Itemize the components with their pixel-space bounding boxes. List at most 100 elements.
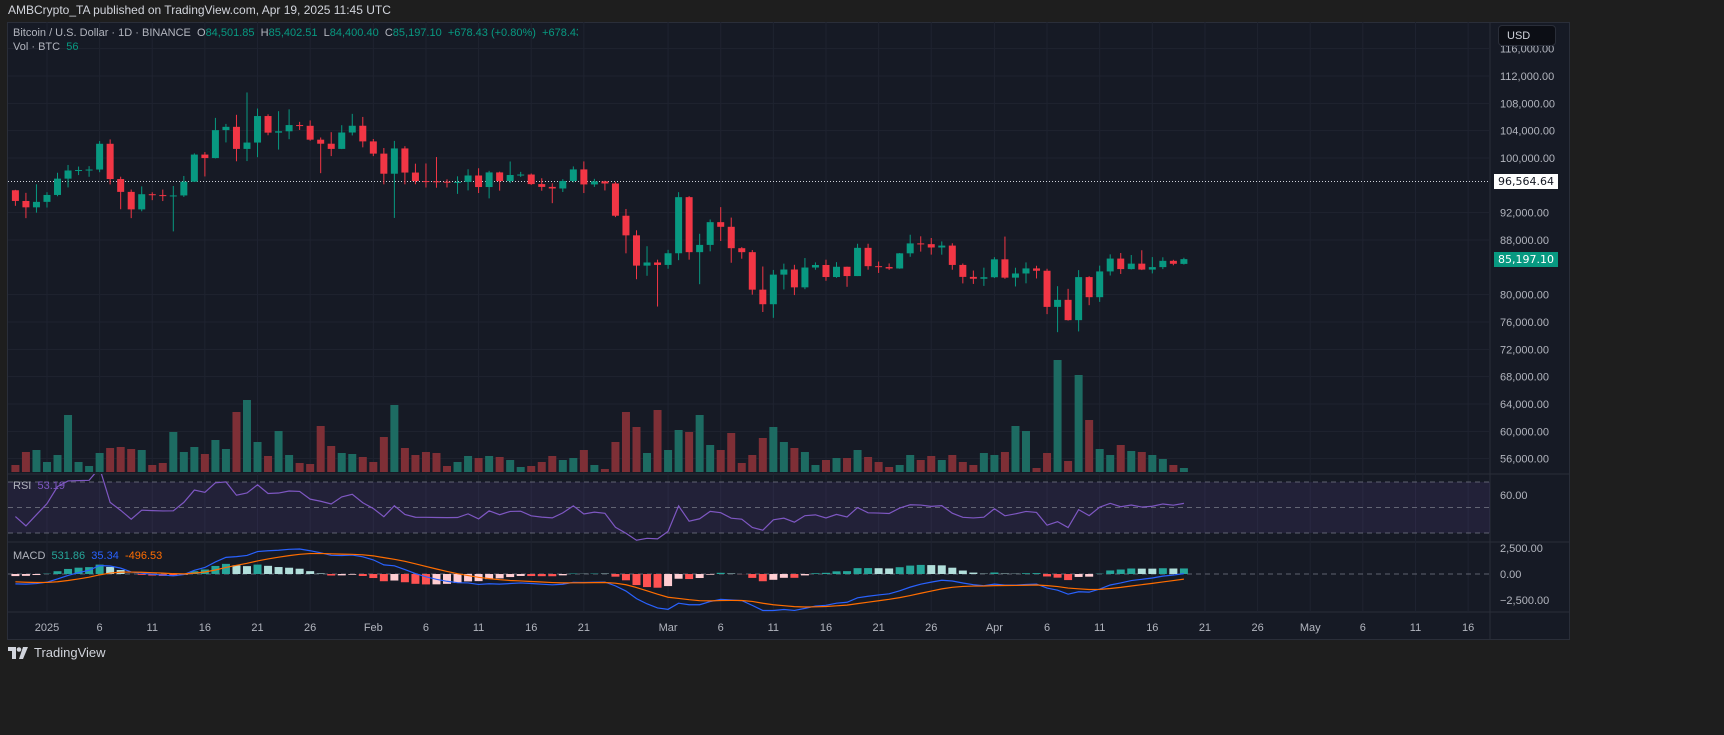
candle-body[interactable] [559, 180, 567, 189]
candle-body[interactable] [211, 130, 219, 159]
candle-body[interactable] [896, 253, 904, 269]
candle-body[interactable] [1054, 299, 1062, 307]
candle-body[interactable] [306, 125, 314, 140]
candle-body[interactable] [864, 247, 872, 267]
candle-body[interactable] [969, 276, 977, 279]
candle-body[interactable] [980, 277, 988, 279]
candle-body[interactable] [1117, 258, 1125, 270]
candle-body[interactable] [243, 142, 251, 149]
candle-body[interactable] [54, 178, 62, 195]
candle-body[interactable] [548, 186, 556, 189]
candle-body[interactable] [11, 190, 19, 201]
candle-body[interactable] [22, 200, 30, 208]
candle-body[interactable] [833, 266, 841, 278]
candle-body[interactable] [569, 169, 577, 181]
candle-body[interactable] [875, 266, 883, 268]
candle-body[interactable] [96, 143, 104, 170]
candle-body[interactable] [1085, 277, 1093, 298]
candle-body[interactable] [106, 143, 114, 180]
candle-body[interactable] [801, 267, 809, 288]
candle-body[interactable] [1011, 273, 1019, 278]
candle-body[interactable] [443, 181, 451, 183]
candle-body[interactable] [1180, 259, 1188, 264]
candle-body[interactable] [359, 125, 367, 142]
candle-body[interactable] [959, 264, 967, 277]
candle-body[interactable] [454, 181, 462, 183]
candle-body[interactable] [622, 215, 630, 236]
candle-body[interactable] [485, 172, 493, 188]
candle-body[interactable] [1148, 267, 1156, 270]
candle-body[interactable] [1075, 277, 1083, 321]
candle-body[interactable] [927, 244, 935, 248]
candle-body[interactable] [527, 174, 535, 185]
candle-body[interactable] [1169, 260, 1177, 264]
candle-body[interactable] [32, 201, 40, 208]
candle-body[interactable] [390, 148, 398, 174]
candle-body[interactable] [117, 179, 125, 192]
candle-body[interactable] [411, 172, 419, 182]
candle-body[interactable] [43, 194, 51, 202]
candle-body[interactable] [822, 265, 830, 278]
candle-body[interactable] [475, 175, 483, 188]
candle-body[interactable] [348, 125, 356, 133]
candle-body[interactable] [938, 245, 946, 248]
candle-body[interactable] [1043, 270, 1051, 307]
candle-body[interactable] [654, 262, 662, 265]
rsi-pane[interactable] [8, 468, 1490, 541]
candle-body[interactable] [317, 139, 325, 144]
candle-body[interactable] [759, 289, 767, 305]
candle-body[interactable] [285, 125, 293, 132]
candle-body[interactable] [696, 244, 704, 253]
candle-body[interactable] [590, 181, 598, 185]
candle-body[interactable] [1064, 299, 1072, 321]
candle-body[interactable] [538, 184, 546, 187]
candle-body[interactable] [854, 247, 862, 277]
candle-body[interactable] [327, 143, 335, 149]
candle-body[interactable] [1138, 263, 1146, 270]
candle-body[interactable] [64, 170, 72, 179]
candle-body[interactable] [232, 126, 240, 149]
candle-body[interactable] [296, 125, 304, 127]
candle-body[interactable] [1001, 259, 1009, 278]
candle-body[interactable] [148, 194, 156, 196]
candle-body[interactable] [790, 269, 798, 288]
currency-button[interactable]: USD [1498, 25, 1556, 46]
candle-body[interactable] [917, 243, 925, 245]
candle-body[interactable] [75, 170, 83, 172]
candle-body[interactable] [601, 181, 609, 184]
candle-body[interactable] [717, 222, 725, 227]
candle-body[interactable] [1033, 268, 1041, 271]
candle-body[interactable] [190, 154, 198, 182]
candle-body[interactable] [464, 175, 472, 182]
candle-body[interactable] [1127, 263, 1135, 270]
candle-body[interactable] [885, 267, 893, 269]
candle-body[interactable] [1022, 268, 1030, 274]
candle-body[interactable] [369, 141, 377, 154]
candle-body[interactable] [632, 235, 640, 266]
candle-body[interactable] [811, 265, 819, 268]
candle-body[interactable] [401, 148, 409, 173]
candle-body[interactable] [643, 262, 651, 266]
candle-body[interactable] [85, 169, 93, 171]
candle-body[interactable] [580, 169, 588, 185]
candle-body[interactable] [906, 243, 914, 254]
candle-body[interactable] [1159, 260, 1167, 268]
candle-body[interactable] [380, 153, 388, 174]
candle-body[interactable] [159, 195, 167, 197]
candle-body[interactable] [1096, 271, 1104, 298]
candle-body[interactable] [254, 116, 262, 143]
candle-body[interactable] [222, 126, 230, 131]
candle-body[interactable] [727, 226, 735, 249]
candle-body[interactable] [264, 116, 272, 133]
candle-body[interactable] [275, 131, 283, 133]
candle-body[interactable] [843, 266, 851, 277]
candle-body[interactable] [664, 253, 672, 265]
candle-body[interactable] [127, 191, 135, 210]
candle-body[interactable] [611, 183, 619, 216]
candle-body[interactable] [506, 175, 514, 182]
candle-body[interactable] [517, 174, 525, 176]
candle-body[interactable] [738, 248, 746, 253]
candle-body[interactable] [496, 172, 504, 182]
candle-body[interactable] [748, 252, 756, 290]
